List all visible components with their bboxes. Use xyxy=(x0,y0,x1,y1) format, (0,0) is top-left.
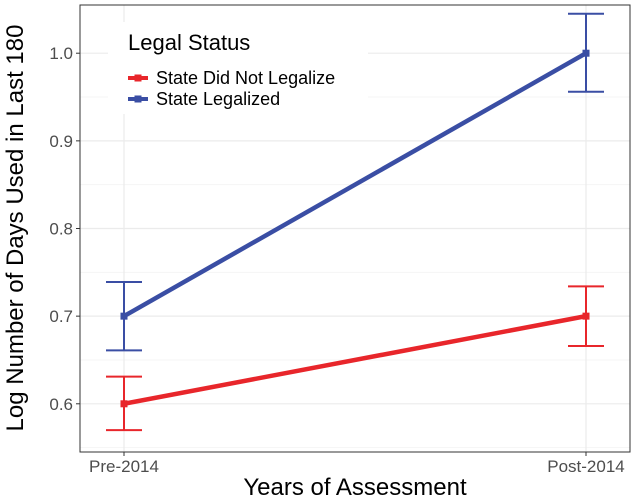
data-point xyxy=(582,49,590,57)
legend: Legal Status State Did Not LegalizeState… xyxy=(108,22,368,114)
x-tick-label: Post-2014 xyxy=(547,457,625,476)
data-point xyxy=(120,312,128,320)
legend-item-1: State Legalized xyxy=(128,89,280,109)
series-line xyxy=(122,51,588,319)
x-axis: Pre-2014 Post-2014 xyxy=(89,452,625,476)
y-tick-label: 1.0 xyxy=(49,44,73,63)
y-tick-label: 0.9 xyxy=(49,132,73,151)
series-layer xyxy=(106,12,604,432)
y-tick-label: 0.8 xyxy=(49,220,73,239)
legend-label: State Did Not Legalize xyxy=(156,68,335,88)
legend-label: State Legalized xyxy=(156,89,280,109)
x-axis-title: Years of Assessment xyxy=(243,474,467,499)
y-axis-title: Log Number of Days Used in Last 180 xyxy=(2,25,29,432)
legend-key-point xyxy=(134,74,142,82)
y-tick-label: 0.7 xyxy=(49,307,73,326)
series-1 xyxy=(106,12,604,352)
data-point xyxy=(582,312,590,320)
legend-key-point xyxy=(134,95,142,103)
x-tick-label: Pre-2014 xyxy=(89,457,159,476)
legend-item-0: State Did Not Legalize xyxy=(128,68,335,88)
data-point xyxy=(120,400,128,408)
series-0 xyxy=(106,285,604,432)
series-line xyxy=(123,313,587,407)
legend-title: Legal Status xyxy=(128,30,250,55)
legend-background xyxy=(108,22,368,114)
y-tick-label: 0.6 xyxy=(49,395,73,414)
y-axis: 0.6 0.7 0.8 0.9 1.0 xyxy=(49,44,80,414)
